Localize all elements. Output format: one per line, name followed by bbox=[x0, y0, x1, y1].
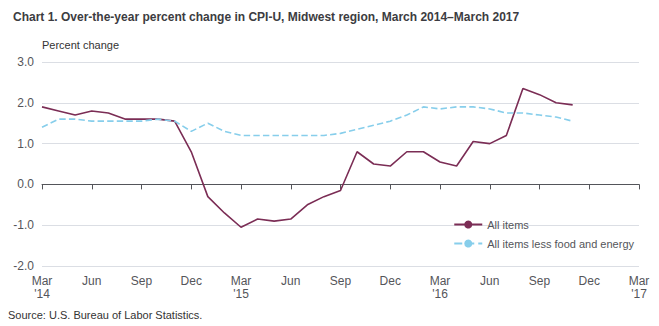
svg-text:3.0: 3.0 bbox=[17, 55, 34, 69]
svg-text:Jun: Jun bbox=[281, 274, 300, 288]
svg-text:Dec: Dec bbox=[579, 274, 600, 288]
svg-text:Jun: Jun bbox=[480, 274, 499, 288]
svg-text:Dec: Dec bbox=[380, 274, 401, 288]
svg-text:-1.0: -1.0 bbox=[13, 218, 34, 232]
svg-text:Mar: Mar bbox=[32, 274, 53, 288]
svg-text:All items: All items bbox=[487, 219, 529, 231]
svg-text:'14: '14 bbox=[34, 287, 50, 301]
svg-text:Mar: Mar bbox=[231, 274, 252, 288]
svg-text:Jun: Jun bbox=[82, 274, 101, 288]
svg-text:Chart 1. Over-the-year percent: Chart 1. Over-the-year percent change in… bbox=[13, 10, 519, 24]
svg-text:2.0: 2.0 bbox=[17, 96, 34, 110]
svg-text:'15: '15 bbox=[233, 287, 249, 301]
svg-text:-2.0: -2.0 bbox=[13, 259, 34, 273]
svg-text:Sep: Sep bbox=[131, 274, 153, 288]
svg-text:Source: U.S. Bureau of Labor S: Source: U.S. Bureau of Labor Statistics. bbox=[8, 309, 202, 321]
svg-text:'16: '16 bbox=[432, 287, 448, 301]
svg-text:Sep: Sep bbox=[529, 274, 551, 288]
svg-text:Sep: Sep bbox=[330, 274, 352, 288]
svg-text:'17: '17 bbox=[631, 287, 647, 301]
svg-text:Mar: Mar bbox=[629, 274, 650, 288]
svg-text:Mar: Mar bbox=[430, 274, 451, 288]
svg-text:Percent change: Percent change bbox=[42, 39, 119, 51]
svg-text:1.0: 1.0 bbox=[17, 137, 34, 151]
svg-text:All items less food and energy: All items less food and energy bbox=[487, 238, 634, 250]
svg-text:Dec: Dec bbox=[181, 274, 202, 288]
svg-text:0.0: 0.0 bbox=[17, 177, 34, 191]
